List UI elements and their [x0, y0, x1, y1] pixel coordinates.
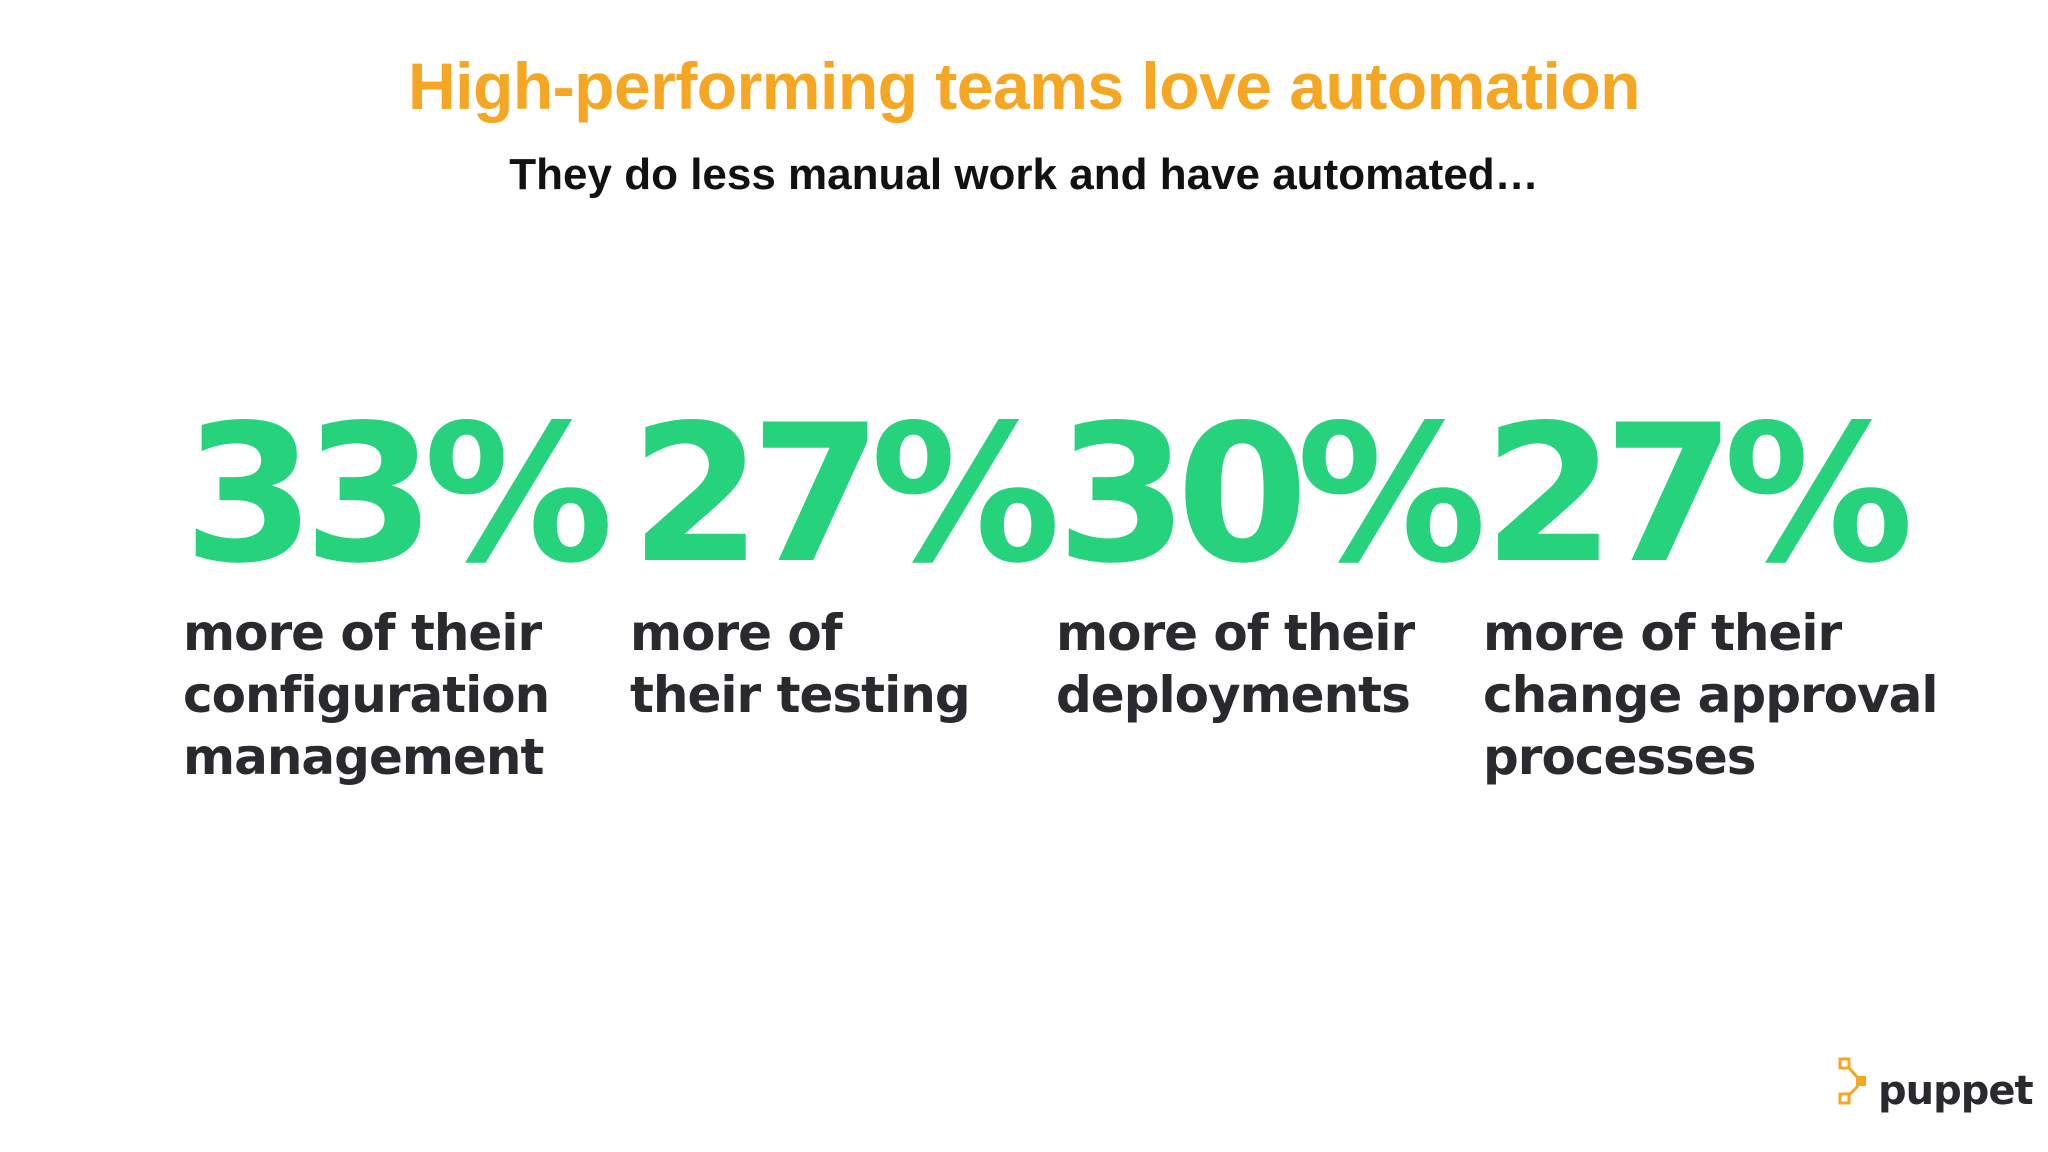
stat-block: 27% more of their change approval proces… — [1483, 384, 1938, 788]
slide-subtitle: They do less manual work and have automa… — [509, 150, 1539, 199]
stat-block: 33% more of their configuration manageme… — [183, 384, 614, 788]
stat-value: 30% — [1056, 384, 1487, 605]
puppet-logo-text: puppet — [1878, 1068, 2034, 1114]
stat-value: 27% — [630, 384, 1061, 605]
puppet-logo: puppet — [1838, 1052, 2034, 1114]
stat-block: 27% more of their testing — [630, 384, 1061, 726]
stat-block: 30% more of their deployments — [1056, 384, 1487, 726]
stat-description: more of their deployments — [1056, 604, 1415, 724]
stat-value: 33% — [183, 384, 614, 605]
puppet-logo-icon — [1838, 1057, 1866, 1105]
stat-description: more of their configuration management — [183, 604, 550, 786]
stat-value: 27% — [1483, 384, 1914, 605]
stat-description: more of their testing — [630, 604, 971, 724]
stat-description: more of their change approval processes — [1483, 604, 1938, 786]
slide-title: High-performing teams love automation — [408, 49, 1640, 123]
